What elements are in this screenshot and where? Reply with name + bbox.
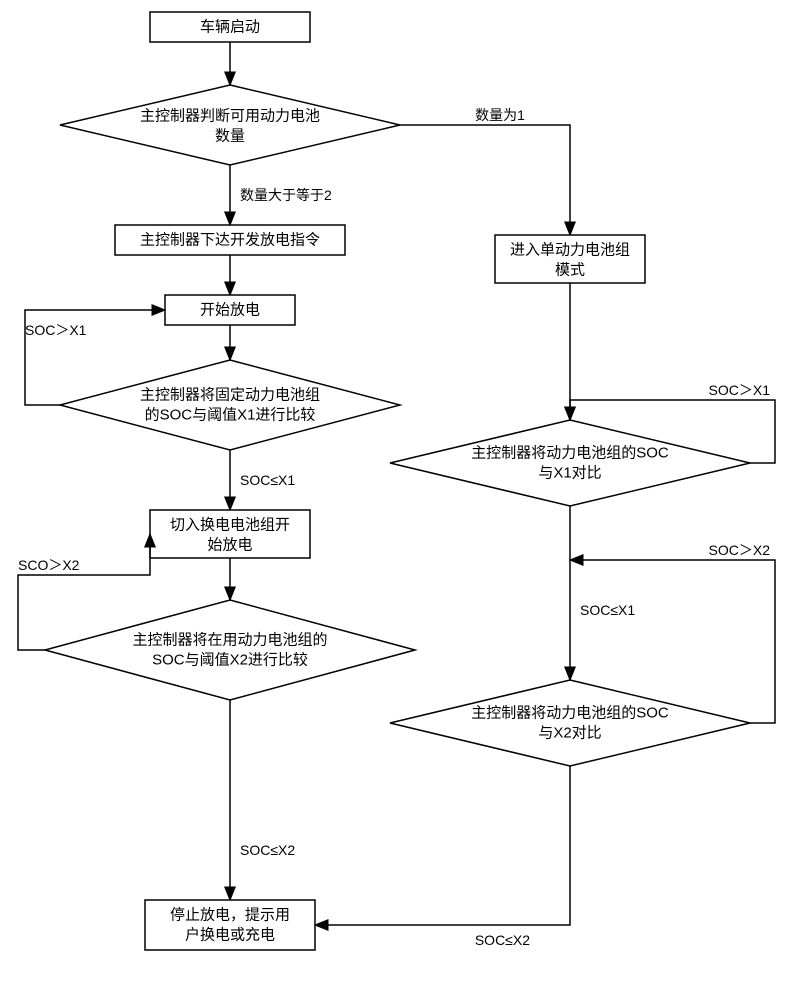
edge-d1-single — [400, 125, 570, 235]
edge-d2-down-label: SOC≤X1 — [240, 472, 295, 488]
edge-d1-right-label: 数量为1 — [475, 107, 525, 123]
edge-d3-left-label: SCO＞X2 — [18, 557, 80, 573]
node-d4-l1: 主控制器将动力电池组的SOC — [471, 445, 669, 462]
node-swap-l2: 始放电 — [207, 537, 252, 554]
node-single-l2: 模式 — [555, 262, 585, 279]
node-d1-l2: 数量 — [215, 128, 245, 145]
node-d4-l2: 与X1对比 — [538, 465, 601, 482]
node-cmd-label: 主控制器下达开发放电指令 — [140, 232, 320, 249]
node-swap-l1: 切入换电电池组开 — [170, 517, 290, 534]
node-d5-l2: 与X2对比 — [538, 725, 601, 742]
node-d2 — [60, 360, 400, 450]
node-discharge-label: 开始放电 — [200, 302, 260, 319]
node-d3-l1: 主控制器将在用动力电池组的 — [132, 632, 327, 649]
edge-d2-left-label: SOC＞X1 — [25, 322, 87, 338]
node-d1 — [60, 85, 400, 165]
node-d5 — [390, 680, 750, 766]
flowchart: 车辆启动 主控制器判断可用动力电池 数量 数量为1 数量大于等于2 主控制器下达… — [0, 0, 797, 1000]
node-d4 — [390, 420, 750, 506]
edge-d4-down-label: SOC≤X1 — [580, 602, 635, 618]
edge-d5-right-label: SOC＞X2 — [709, 542, 771, 558]
node-start-label: 车辆启动 — [200, 19, 260, 36]
edge-d1-down-label: 数量大于等于2 — [240, 187, 332, 203]
edge-d5-down-label: SOC≤X2 — [475, 932, 530, 948]
node-stop-l2: 户换电或充电 — [185, 927, 275, 944]
node-stop-l1: 停止放电，提示用 — [170, 907, 290, 924]
node-single-l1: 进入单动力电池组 — [510, 242, 630, 259]
node-d2-l1: 主控制器将固定动力电池组 — [140, 387, 320, 404]
node-d3-l2: SOC与阈值X2进行比较 — [152, 651, 308, 669]
node-d2-l2: 的SOC与阈值X1进行比较 — [145, 406, 316, 424]
node-d5-l1: 主控制器将动力电池组的SOC — [471, 705, 669, 722]
edge-d4-right-label: SOC＞X1 — [709, 382, 771, 398]
node-d3 — [45, 600, 415, 700]
edge-d3-down-label: SOC≤X2 — [240, 842, 295, 858]
node-d1-l1: 主控制器判断可用动力电池 — [140, 108, 320, 125]
edge-d5-stop — [315, 766, 570, 925]
